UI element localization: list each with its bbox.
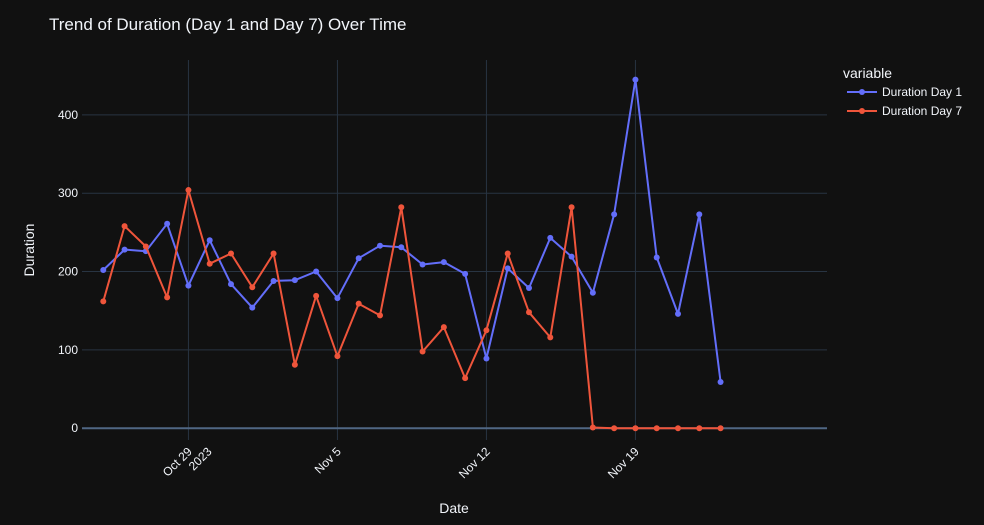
legend-marker-day7 — [859, 108, 865, 114]
data-point[interactable] — [717, 425, 724, 432]
data-point[interactable] — [526, 309, 532, 316]
x-tick-label: Nov 19 — [605, 444, 642, 481]
data-point[interactable] — [291, 277, 298, 284]
data-point[interactable] — [313, 292, 320, 299]
data-point[interactable] — [611, 211, 618, 218]
y-tick-label: 300 — [58, 186, 78, 200]
y-tick-label: 0 — [71, 421, 78, 435]
data-point[interactable] — [249, 284, 256, 291]
data-point[interactable] — [419, 261, 426, 268]
series-line — [102, 189, 721, 430]
data-point[interactable] — [589, 424, 596, 431]
data-point[interactable] — [121, 246, 128, 253]
y-axis-title: Duration — [21, 224, 37, 277]
data-point[interactable] — [440, 259, 447, 266]
data-point[interactable] — [675, 310, 681, 317]
data-point[interactable] — [270, 277, 277, 284]
x-tick-sublabel: 2023 — [186, 444, 215, 473]
plot-background — [82, 60, 827, 440]
data-point[interactable] — [377, 312, 383, 319]
y-tick-labels: 0 100 200 300 400 — [58, 108, 78, 435]
legend-item-day7[interactable]: Duration Day 7 — [847, 104, 962, 118]
data-point[interactable] — [185, 187, 192, 194]
series-layer — [100, 76, 724, 432]
data-point[interactable] — [228, 250, 234, 257]
x-tick-label: Nov 12 — [456, 444, 493, 481]
data-point[interactable] — [632, 76, 639, 83]
data-point[interactable] — [696, 211, 703, 218]
series-2 — [100, 187, 724, 432]
data-point[interactable] — [440, 324, 447, 331]
x-tick-label: Nov 5 — [312, 444, 344, 476]
x-tick: Nov 12 — [456, 444, 493, 481]
y-tick-label: 100 — [58, 343, 78, 357]
data-point[interactable] — [249, 304, 256, 311]
data-point[interactable] — [206, 237, 213, 244]
data-point[interactable] — [228, 281, 234, 288]
x-axis-title: Date — [439, 500, 469, 516]
data-point[interactable] — [462, 375, 469, 382]
data-point[interactable] — [547, 334, 554, 341]
series-1 — [100, 76, 724, 386]
data-point[interactable] — [164, 294, 171, 301]
data-point[interactable] — [526, 285, 532, 291]
legend-label-day1: Duration Day 1 — [882, 85, 962, 99]
data-point[interactable] — [334, 353, 341, 360]
y-tick-label: 400 — [58, 108, 78, 122]
data-point[interactable] — [398, 204, 405, 211]
data-point[interactable] — [206, 260, 213, 267]
data-point[interactable] — [291, 361, 298, 368]
data-point[interactable] — [185, 282, 192, 289]
grid-lines — [82, 60, 827, 440]
data-point[interactable] — [568, 253, 575, 260]
data-point[interactable] — [164, 220, 171, 227]
legend: variable Duration Day 1 Duration Day 7 — [843, 65, 962, 118]
legend-label-day7: Duration Day 7 — [882, 104, 962, 118]
data-point[interactable] — [589, 289, 596, 296]
data-point[interactable] — [398, 244, 405, 251]
data-point[interactable] — [419, 348, 426, 355]
data-point[interactable] — [377, 242, 383, 249]
data-point[interactable] — [121, 223, 128, 230]
y-tick-label: 200 — [58, 265, 78, 279]
data-point[interactable] — [462, 270, 469, 277]
data-point[interactable] — [483, 327, 490, 334]
series-line — [102, 78, 722, 383]
data-point[interactable] — [504, 250, 511, 257]
data-point[interactable] — [355, 255, 362, 262]
data-point[interactable] — [696, 425, 703, 432]
data-point[interactable] — [483, 355, 490, 362]
data-point[interactable] — [270, 250, 277, 257]
data-point[interactable] — [313, 268, 320, 275]
data-point[interactable] — [717, 379, 724, 386]
data-point[interactable] — [334, 295, 341, 302]
legend-marker-day1 — [859, 89, 865, 95]
data-point[interactable] — [568, 204, 575, 211]
data-point[interactable] — [547, 234, 554, 241]
data-point[interactable] — [611, 425, 618, 432]
x-tick: Nov 5 — [312, 444, 344, 476]
data-point[interactable] — [504, 265, 511, 272]
data-point[interactable] — [675, 425, 681, 432]
legend-title: variable — [843, 65, 892, 81]
data-point[interactable] — [632, 425, 639, 432]
chart-title: Trend of Duration (Day 1 and Day 7) Over… — [49, 15, 406, 34]
data-point[interactable] — [100, 266, 107, 273]
x-tick: Nov 19 — [605, 444, 642, 481]
data-point[interactable] — [653, 254, 660, 261]
data-point[interactable] — [100, 298, 107, 305]
data-point[interactable] — [653, 425, 660, 432]
data-point[interactable] — [355, 300, 362, 307]
legend-item-day1[interactable]: Duration Day 1 — [847, 85, 962, 99]
data-point[interactable] — [142, 243, 149, 250]
